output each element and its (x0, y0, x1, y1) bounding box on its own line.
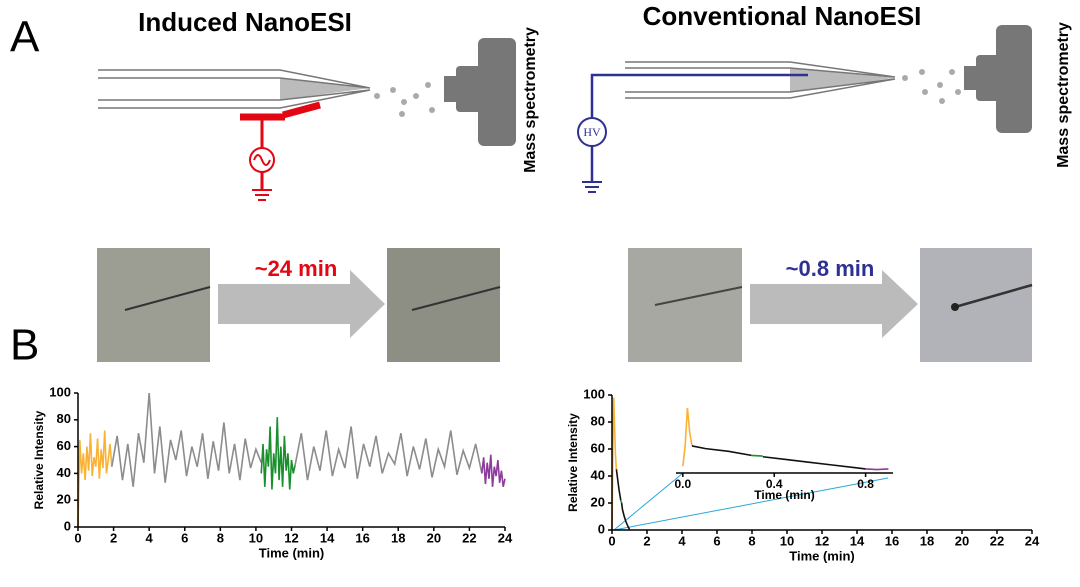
y-tick-label: 100 (583, 386, 605, 401)
trace (260, 417, 296, 490)
x-tick-label: 24 (498, 530, 513, 545)
x-tick-label: 0.0 (675, 477, 692, 491)
y-tick-label: 60 (591, 440, 605, 455)
x-tick-label: 14 (320, 530, 335, 545)
y-tick-label: 20 (57, 492, 71, 507)
x-tick-label: 16 (355, 530, 369, 545)
trace (619, 500, 623, 504)
x-tick-label: 22 (990, 533, 1004, 548)
x-tick-label: 10 (780, 533, 794, 548)
x-tick-label: 8 (748, 533, 755, 548)
time-label: ~0.8 min (786, 256, 875, 281)
trace (691, 445, 752, 457)
x-tick-label: 6 (181, 530, 188, 545)
left-capillary (98, 69, 371, 109)
trace (77, 430, 113, 528)
droplets (374, 69, 961, 117)
trace (481, 454, 506, 487)
mass-spec (444, 25, 1032, 146)
x-tick-label: 0 (608, 533, 615, 548)
trace (751, 454, 763, 457)
y-tick-label: 60 (57, 438, 71, 453)
x-tick-label: 2 (643, 533, 650, 548)
panel-label: A (10, 13, 40, 62)
x-tick-label: 0 (74, 530, 81, 545)
y-tick-label: 40 (57, 465, 71, 480)
panel-label: B (10, 321, 39, 370)
ac-electrode (240, 101, 321, 201)
time-label: ~24 min (255, 256, 338, 281)
x-tick-label: 0.4 (766, 477, 783, 491)
x-tick-label: 4 (678, 533, 686, 548)
x-tick-label: 6 (713, 533, 720, 548)
right-capillary (625, 61, 896, 99)
x-tick-label: 18 (920, 533, 934, 548)
x-tick-label: 22 (462, 530, 476, 545)
x-tick-label: 4 (146, 530, 154, 545)
trace (682, 407, 693, 467)
y-tick-label: 0 (64, 518, 71, 533)
x-tick-label: 12 (284, 530, 298, 545)
x-tick-label: 24 (1025, 533, 1040, 548)
y-tick-label: 20 (591, 494, 605, 509)
y-axis-label: Relative Intensity (32, 410, 46, 509)
y-tick-label: 100 (49, 384, 71, 399)
trace (865, 468, 889, 471)
x-tick-label: 16 (885, 533, 899, 548)
hv-label: HV (583, 125, 601, 139)
x-axis-label: Time (min) (754, 488, 814, 502)
hv-circuit (577, 73, 808, 193)
x-tick-label: 18 (391, 530, 405, 545)
diagram-title: Conventional NanoESI (643, 1, 922, 31)
x-tick-label: 20 (955, 533, 969, 548)
x-tick-label: 12 (815, 533, 829, 548)
x-tick-label: 10 (249, 530, 263, 545)
trace (620, 502, 631, 530)
photos (97, 248, 1033, 362)
y-tick-label: 40 (591, 467, 605, 482)
x-tick-label: 20 (427, 530, 441, 545)
inset-connector (613, 472, 889, 531)
trace (294, 426, 483, 481)
x-tick-label: 14 (850, 533, 865, 548)
x-tick-label: 2 (110, 530, 117, 545)
x-axis-label: Time (min) (259, 545, 325, 560)
trace (111, 392, 262, 487)
diagram-title: Induced NanoESI (138, 7, 352, 37)
y-axis-label: Relative Intensity (566, 413, 580, 512)
trace (615, 469, 622, 501)
trace (762, 455, 866, 470)
x-tick-label: 8 (217, 530, 224, 545)
y-tick-label: 0 (598, 521, 605, 536)
ms-label: Mass spectrometry (1055, 22, 1072, 168)
y-tick-label: 80 (591, 413, 605, 428)
ms-label: Mass spectrometry (522, 27, 539, 173)
x-axis-label: Time (min) (789, 548, 855, 563)
x-tick-label: 0.8 (857, 477, 874, 491)
y-tick-label: 80 (57, 411, 71, 426)
